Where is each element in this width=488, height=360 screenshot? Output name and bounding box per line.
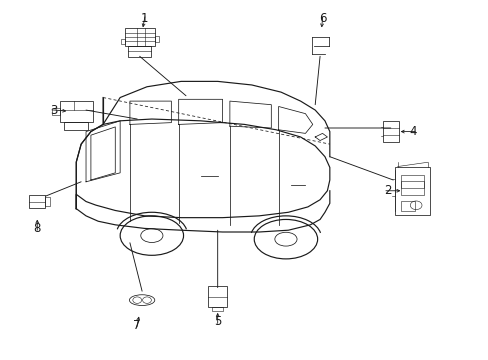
Bar bbox=[401, 175, 423, 188]
Bar bbox=[121, 39, 124, 44]
Bar bbox=[60, 102, 93, 122]
Bar bbox=[208, 286, 226, 307]
Bar bbox=[382, 121, 398, 142]
Bar bbox=[45, 197, 50, 206]
Text: 6: 6 bbox=[318, 12, 325, 25]
Bar bbox=[212, 307, 223, 311]
Bar bbox=[394, 167, 429, 215]
Bar bbox=[64, 122, 88, 130]
Bar bbox=[124, 28, 155, 45]
Text: 1: 1 bbox=[141, 12, 148, 25]
Bar bbox=[52, 108, 60, 116]
Bar bbox=[128, 45, 151, 57]
Bar bbox=[155, 36, 158, 42]
Bar bbox=[401, 181, 423, 195]
Text: 7: 7 bbox=[133, 319, 141, 332]
Text: 8: 8 bbox=[34, 222, 41, 235]
Text: 3: 3 bbox=[51, 104, 58, 117]
Text: 5: 5 bbox=[214, 315, 221, 328]
Bar bbox=[29, 195, 45, 208]
Bar bbox=[401, 201, 414, 211]
Text: 2: 2 bbox=[384, 184, 391, 197]
Text: 4: 4 bbox=[408, 125, 416, 138]
